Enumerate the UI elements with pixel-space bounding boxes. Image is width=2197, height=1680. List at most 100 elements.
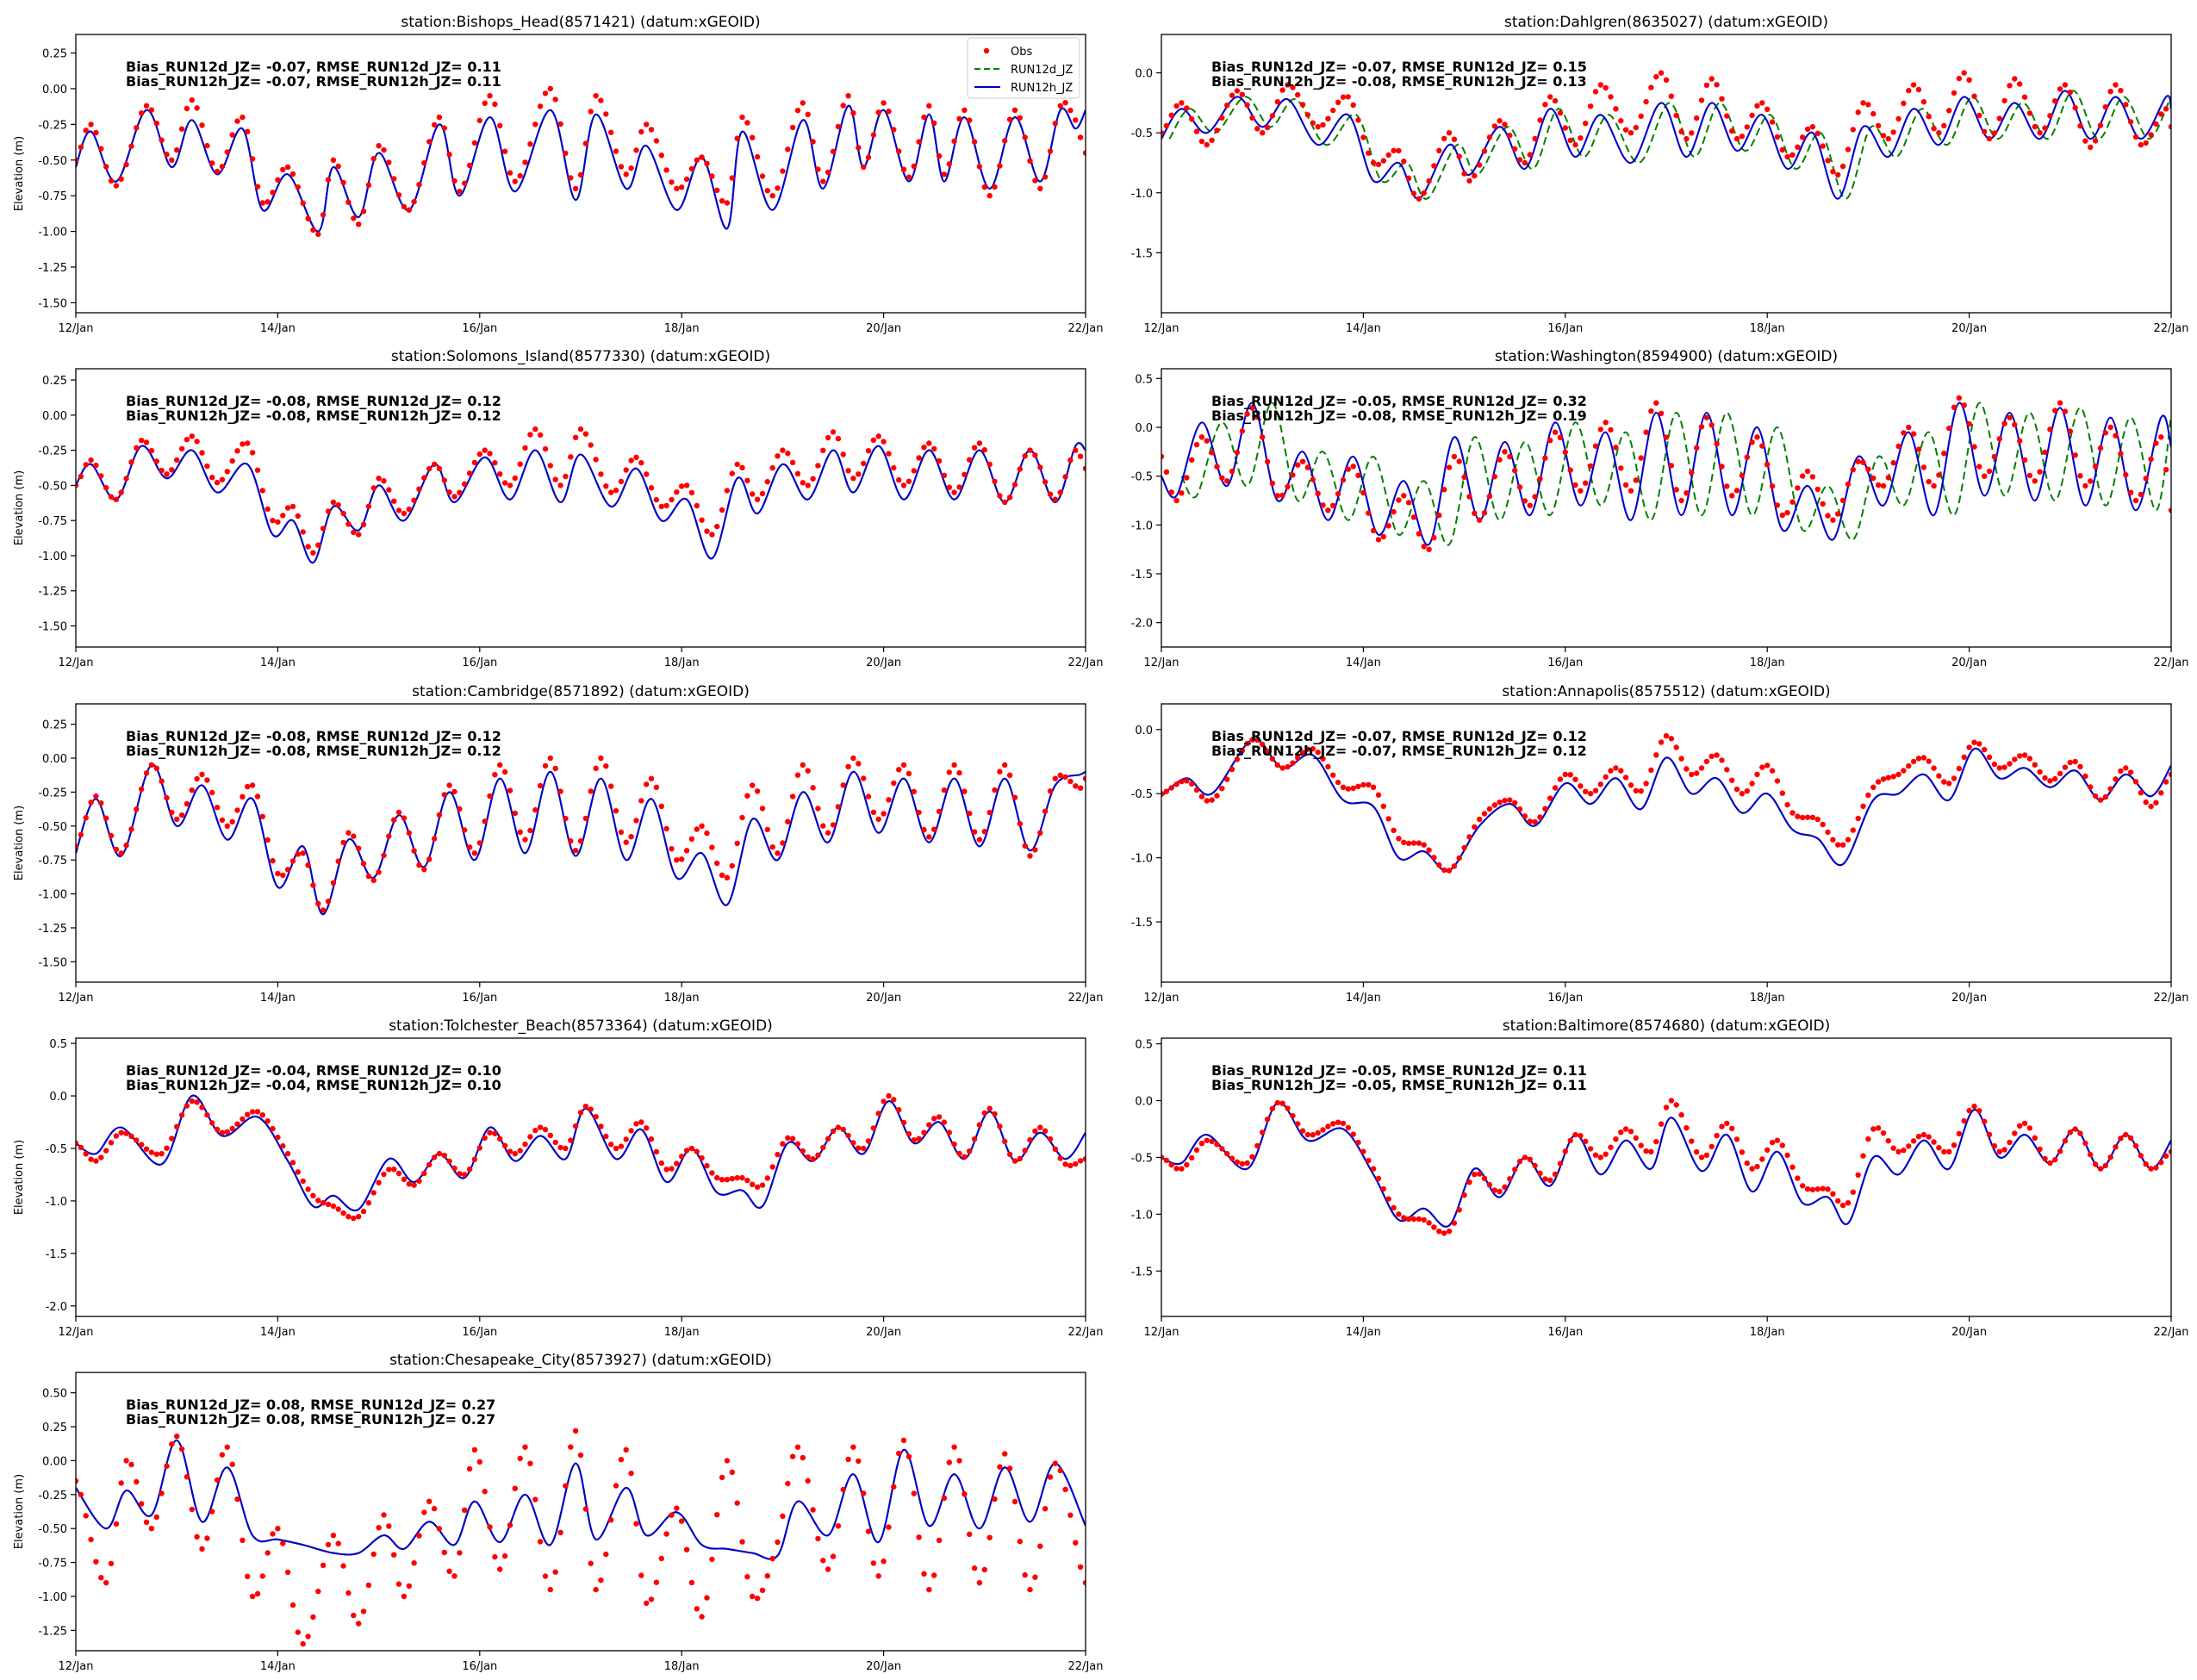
obs-point bbox=[143, 1519, 150, 1526]
obs-point bbox=[1274, 99, 1281, 105]
obs-point bbox=[800, 100, 806, 106]
obs-point bbox=[1375, 161, 1382, 168]
obs-point bbox=[598, 1123, 604, 1129]
obs-point bbox=[159, 1490, 165, 1496]
obs-point bbox=[951, 489, 957, 495]
obs-point bbox=[1663, 1104, 1670, 1111]
obs-point bbox=[174, 1123, 180, 1130]
obs-point bbox=[1936, 773, 1942, 779]
obs-point bbox=[1875, 1125, 1882, 1131]
obs-point bbox=[189, 97, 195, 103]
obs-point bbox=[229, 818, 235, 824]
obs-point bbox=[123, 1130, 129, 1136]
obs-point bbox=[572, 848, 579, 854]
obs-point bbox=[1527, 152, 1534, 158]
obs-point bbox=[729, 175, 735, 181]
obs-point bbox=[1956, 395, 1963, 401]
series-run12h-line bbox=[76, 1094, 1086, 1212]
obs-point bbox=[245, 128, 251, 134]
obs-point bbox=[1668, 1098, 1675, 1104]
obs-point bbox=[224, 823, 230, 829]
obs-point bbox=[754, 496, 761, 502]
obs-point bbox=[2052, 98, 2058, 104]
obs-point bbox=[699, 1614, 705, 1620]
obs-point bbox=[395, 809, 402, 816]
obs-point bbox=[1567, 137, 1573, 144]
obs-point bbox=[896, 767, 902, 773]
obs-point bbox=[900, 166, 907, 172]
obs-point bbox=[1073, 1540, 1079, 1546]
obs-point bbox=[527, 141, 533, 147]
obs-point bbox=[139, 1142, 145, 1148]
obs-point bbox=[93, 793, 99, 800]
obs-point bbox=[386, 1523, 392, 1529]
obs-point bbox=[376, 476, 382, 482]
obs-point bbox=[1244, 1160, 1250, 1167]
obs-point bbox=[739, 464, 745, 470]
obs-point bbox=[840, 1486, 846, 1493]
obs-point bbox=[1011, 1158, 1018, 1164]
obs-point bbox=[1502, 449, 1508, 455]
y-tick-label: -1.00 bbox=[38, 551, 67, 563]
obs-point bbox=[1168, 112, 1174, 118]
obs-point bbox=[1477, 816, 1483, 823]
obs-point bbox=[360, 861, 367, 867]
obs-point bbox=[275, 177, 281, 183]
obs-point bbox=[1703, 1152, 1710, 1159]
obs-point bbox=[638, 798, 644, 804]
obs-point bbox=[2107, 1154, 2113, 1160]
obs-point bbox=[123, 161, 129, 168]
obs-point bbox=[501, 1142, 508, 1149]
obs-point bbox=[805, 111, 811, 117]
obs-point bbox=[1719, 1123, 1725, 1129]
obs-point bbox=[487, 1524, 493, 1530]
obs-point bbox=[1603, 1151, 1609, 1157]
obs-point bbox=[335, 1540, 341, 1546]
obs-point bbox=[275, 1526, 281, 1532]
obs-point bbox=[2057, 86, 2063, 92]
obs-point bbox=[1855, 1172, 1861, 1179]
legend-run12h-label: RUN12h_JZ bbox=[1011, 82, 1073, 95]
obs-point bbox=[2017, 1123, 2023, 1129]
obs-point bbox=[139, 1501, 145, 1507]
obs-point bbox=[1062, 1161, 1068, 1167]
obs-point bbox=[815, 806, 821, 812]
obs-point bbox=[199, 122, 205, 128]
obs-point bbox=[1375, 792, 1382, 798]
obs-point bbox=[1724, 483, 1730, 489]
obs-point bbox=[729, 1175, 735, 1182]
obs-point bbox=[1976, 112, 1982, 119]
obs-point bbox=[411, 1182, 417, 1188]
obs-point bbox=[1062, 774, 1068, 781]
obs-point bbox=[2026, 1125, 2033, 1131]
obs-point bbox=[128, 1133, 134, 1140]
obs-point bbox=[2102, 793, 2108, 800]
obs-point bbox=[517, 829, 523, 835]
y-tick-label: -1.25 bbox=[38, 923, 67, 936]
obs-point bbox=[1719, 96, 1725, 102]
obs-point bbox=[1355, 472, 1361, 478]
obs-point bbox=[861, 460, 867, 467]
x-tick-label: 12/Jan bbox=[59, 322, 94, 335]
obs-point bbox=[669, 179, 675, 185]
obs-point bbox=[169, 809, 175, 816]
obs-point bbox=[245, 440, 251, 446]
obs-point bbox=[462, 827, 468, 833]
obs-point bbox=[1067, 107, 1074, 114]
obs-point bbox=[1583, 788, 1589, 794]
obs-point bbox=[896, 1450, 902, 1457]
obs-point bbox=[2088, 1152, 2094, 1158]
obs-point bbox=[750, 782, 756, 788]
obs-point bbox=[1017, 1539, 1024, 1545]
axes-frame bbox=[75, 1372, 1086, 1652]
obs-point bbox=[1982, 746, 1988, 753]
obs-point bbox=[1073, 1160, 1079, 1167]
obs-point bbox=[320, 1562, 327, 1569]
obs-point bbox=[582, 1104, 589, 1110]
obs-point bbox=[1759, 764, 1765, 770]
obs-point bbox=[986, 809, 993, 816]
obs-point bbox=[1749, 439, 1755, 445]
obs-point bbox=[1759, 1156, 1765, 1162]
obs-point bbox=[2158, 111, 2164, 117]
obs-point bbox=[1461, 1192, 1467, 1198]
